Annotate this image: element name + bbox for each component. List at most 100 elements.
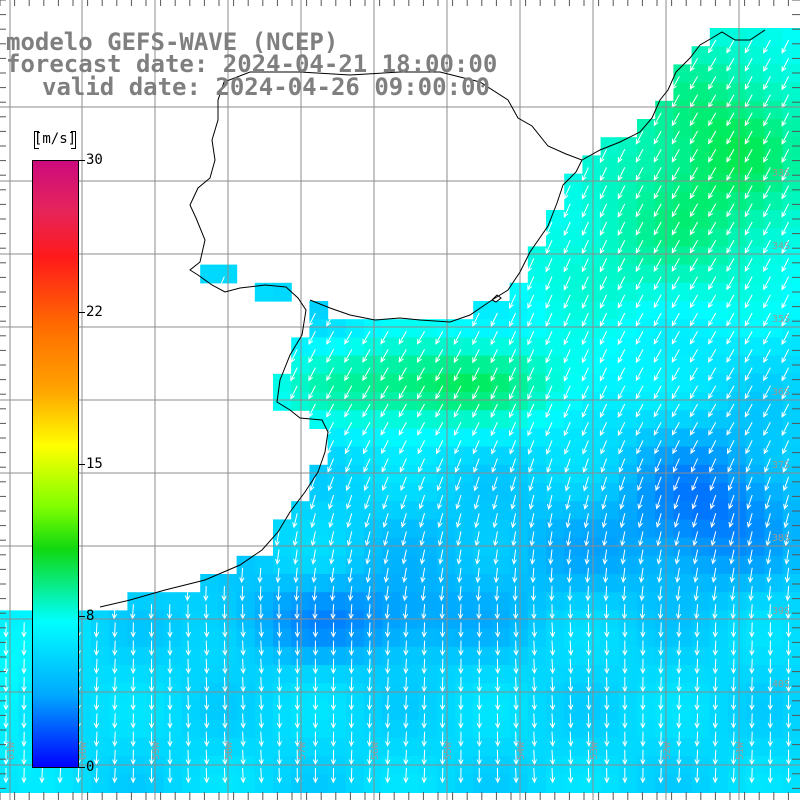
wind-arrow	[656, 531, 662, 547]
wind-arrow	[653, 276, 662, 291]
wind-arrow	[563, 385, 571, 400]
wind-cell	[273, 519, 292, 539]
wind-arrow	[617, 258, 626, 273]
wind-cell	[600, 282, 620, 302]
wind-cell	[418, 537, 438, 557]
wind-cell	[582, 410, 602, 429]
wind-cell	[655, 555, 674, 575]
wind-arrow	[327, 476, 335, 492]
wind-arrow	[472, 440, 480, 455]
wind-cell	[709, 46, 729, 65]
wind-cell	[564, 555, 583, 575]
wind-cell	[345, 628, 365, 648]
wind-cell	[728, 282, 747, 302]
wind-cell	[527, 683, 547, 702]
wind-arrow	[749, 658, 755, 675]
wind-cell	[673, 264, 693, 284]
wind-cell	[600, 137, 620, 156]
wind-cell	[746, 100, 765, 120]
wind-cell	[564, 464, 583, 484]
longitude-labels: 61W 60W 59W 58W 57W 56W 55W 54W 53W 52W 51W	[6, 741, 746, 760]
wind-arrow	[513, 695, 519, 711]
wind-arrow	[294, 658, 300, 675]
wind-cell	[400, 592, 420, 611]
wind-cell	[746, 373, 765, 393]
wind-cell	[418, 464, 438, 484]
wind-cell	[582, 683, 602, 702]
wind-cell	[345, 337, 365, 357]
wind-cell	[618, 701, 638, 721]
wind-cell	[382, 646, 401, 666]
wind-arrow	[403, 622, 409, 638]
wind-cell	[782, 646, 800, 666]
wind-cell	[236, 592, 256, 611]
wind-cell	[109, 646, 128, 666]
wind-cell	[546, 737, 565, 757]
wind-cell	[546, 446, 565, 466]
wind-arrow	[344, 330, 353, 345]
wind-arrow	[674, 513, 680, 529]
wind-cell	[782, 137, 800, 156]
wind-cell	[473, 410, 492, 429]
wind-arrow	[781, 385, 790, 400]
wind-arrow	[709, 458, 717, 473]
wind-cell	[746, 519, 765, 539]
wind-arrow	[653, 203, 662, 218]
wind-cell	[728, 228, 747, 247]
wind-arrow	[455, 476, 462, 492]
wind-arrow	[513, 731, 519, 747]
wind-cell	[709, 719, 729, 739]
wind-cell	[746, 210, 765, 229]
wind-arrow	[330, 658, 337, 675]
lon-label: 53W	[589, 741, 600, 760]
wind-cell	[309, 719, 329, 739]
wind-cell	[327, 628, 347, 648]
wind-cell	[673, 701, 693, 721]
wind-arrow	[362, 421, 371, 436]
wind-arrow	[130, 713, 136, 729]
wind-cell	[746, 282, 765, 302]
wind-cell	[582, 701, 602, 721]
wind-cell	[746, 701, 765, 721]
lat-label: 34S	[772, 241, 790, 252]
wind-arrow	[527, 367, 535, 382]
wind-arrow	[472, 312, 480, 327]
wind-cell	[655, 264, 674, 284]
wind-cell	[564, 337, 583, 357]
wind-arrow	[671, 403, 680, 418]
wind-arrow	[528, 458, 535, 474]
wind-arrow	[458, 713, 464, 729]
wind-arrow	[130, 749, 136, 766]
wind-cell	[564, 537, 583, 557]
wind-speed-field	[0, 28, 800, 793]
wind-cell	[764, 355, 784, 375]
wind-cell	[364, 592, 383, 611]
wind-arrow	[167, 676, 173, 693]
wind-arrow	[744, 367, 753, 382]
wind-cell	[764, 610, 784, 630]
wind-cell	[345, 410, 365, 429]
wind-arrow	[582, 476, 589, 492]
wind-arrow	[93, 695, 100, 711]
wind-cell	[728, 301, 747, 320]
wind-arrow	[328, 531, 335, 547]
wind-cell	[637, 228, 656, 247]
wind-cell	[546, 355, 565, 375]
lat-label: 35S	[772, 314, 790, 325]
wind-arrow	[689, 294, 699, 309]
wind-arrow	[258, 622, 264, 638]
wind-cell	[345, 665, 365, 684]
wind-cell	[782, 446, 800, 466]
wind-cell	[582, 537, 602, 557]
wind-arrow	[439, 767, 446, 784]
wind-arrow	[530, 549, 536, 565]
wind-cell	[618, 137, 638, 156]
wind-arrow	[495, 731, 501, 747]
wind-arrow	[763, 130, 771, 145]
wind-arrow	[385, 713, 391, 729]
wind-cell	[546, 228, 565, 247]
wind-arrow	[93, 731, 100, 747]
wind-cell	[509, 319, 529, 338]
wind-arrow	[744, 221, 753, 236]
wind-arrow	[730, 767, 737, 784]
